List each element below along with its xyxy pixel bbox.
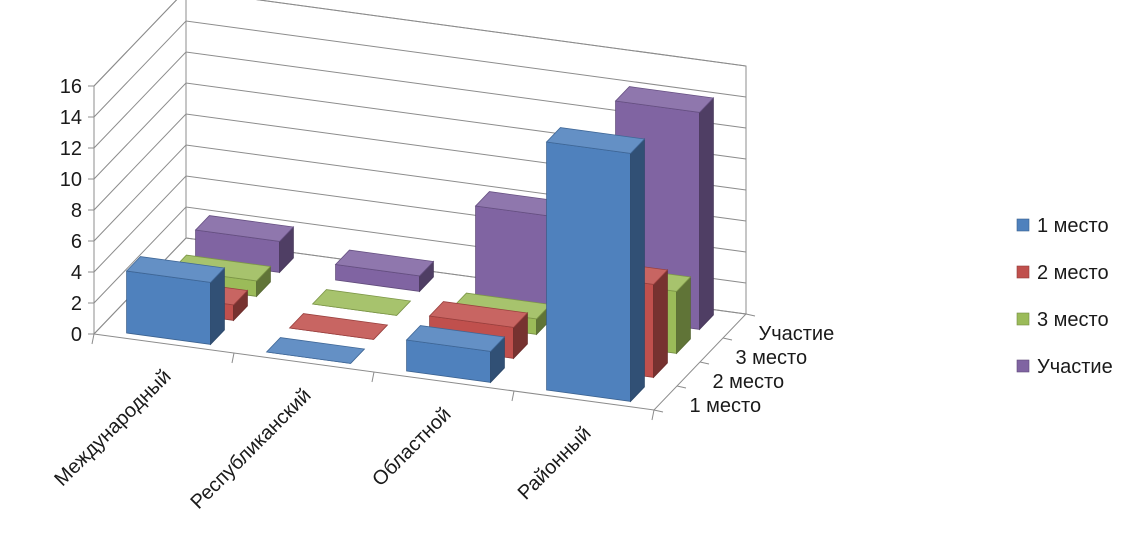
legend-swatch (1016, 218, 1030, 232)
y-tick-label: 8 (71, 200, 82, 222)
bar (265, 337, 366, 364)
depth-tick-label: Участие (759, 323, 835, 345)
y-tick-label: 4 (71, 262, 82, 284)
depth-tick-mark (722, 337, 733, 341)
gridline (93, 51, 747, 149)
depth-tick-mark (745, 313, 756, 317)
x-tick-label: Международный (50, 365, 175, 490)
legend-item: 3 место (1016, 309, 1109, 331)
legend: 1 место 2 место 3 место Участие (1016, 215, 1113, 378)
y-tick-label: 10 (60, 169, 82, 191)
bar (545, 127, 646, 403)
legend-item: 1 место (1016, 215, 1109, 237)
x-tick-mark (511, 390, 515, 402)
legend-swatch (1016, 312, 1030, 326)
x-tick-label: Областной (368, 403, 455, 490)
x-tick-mark (371, 371, 375, 383)
depth-tick-mark (676, 385, 687, 389)
y-axis: 0 2 4 6 8 10 12 14 16 (60, 76, 95, 346)
legend-swatch (1016, 265, 1030, 279)
y-tick-label: 2 (71, 293, 82, 315)
legend-swatch (1016, 359, 1030, 373)
x-tick-label: Республиканский (186, 384, 315, 513)
bar (334, 249, 435, 293)
legend-label: 1 место (1037, 215, 1109, 237)
legend-label: Участие (1037, 356, 1113, 378)
x-tick-mark (651, 409, 655, 421)
x-tick-mark (231, 352, 235, 364)
depth-tick-label: 2 место (713, 371, 785, 393)
y-tick-label: 12 (60, 138, 82, 160)
bar (125, 256, 226, 346)
depth-tick-mark (699, 361, 710, 365)
y-tick-label: 0 (71, 324, 82, 346)
x-tick-mark (91, 333, 95, 345)
bars (125, 86, 715, 403)
legend-item: Участие (1016, 356, 1113, 378)
depth-tick-mark (653, 409, 664, 413)
bar (311, 289, 412, 316)
legend-item: 2 место (1016, 262, 1109, 284)
depth-tick-label: 3 место (736, 347, 808, 369)
legend-label: 3 место (1037, 309, 1109, 331)
y-tick-label: 6 (71, 231, 82, 253)
y-tick-label: 14 (60, 107, 82, 129)
depth-tick-label: 1 место (690, 395, 762, 417)
gridline (93, 20, 747, 118)
y-tick-label: 16 (60, 76, 82, 98)
x-tick-label: Районный (514, 422, 596, 504)
bar (288, 313, 389, 340)
bar (405, 325, 506, 384)
legend-label: 2 место (1037, 262, 1109, 284)
gridline (93, 0, 747, 87)
